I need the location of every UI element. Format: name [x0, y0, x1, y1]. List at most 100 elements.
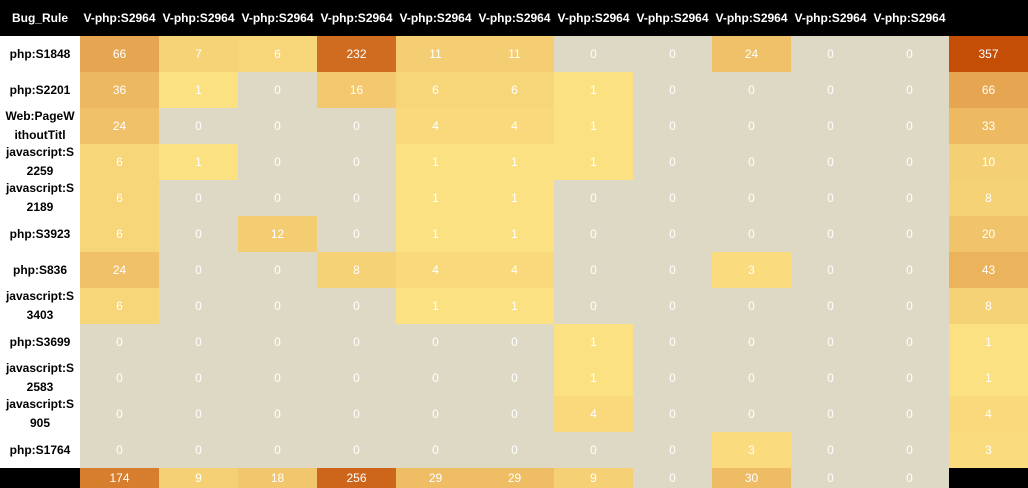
row-total-cell: 20	[949, 216, 1028, 252]
heatmap-cell: 0	[633, 108, 712, 144]
heatmap-cell: 8	[317, 252, 396, 288]
column-header: V-php:S2964	[557, 11, 630, 25]
heatmap-cell: 0	[791, 288, 870, 324]
heatmap-cell: 0	[791, 324, 870, 360]
heatmap-cell: 1	[396, 144, 475, 180]
row-label: php:S3923	[0, 216, 80, 252]
heatmap-cell: 0	[554, 180, 633, 216]
heatmap-cell: 0	[80, 360, 159, 396]
heatmap-cell: 0	[554, 36, 633, 72]
heatmap-cell: 0	[238, 252, 317, 288]
heatmap-cell: 0	[159, 360, 238, 396]
row-total-cell: 10	[949, 144, 1028, 180]
heatmap-cell: 0	[633, 36, 712, 72]
heatmap-cell: 0	[870, 324, 949, 360]
row-total-cell: 4	[949, 396, 1028, 432]
heatmap-cell: 7	[159, 36, 238, 72]
heatmap-cell: 1	[475, 144, 554, 180]
heatmap-cell: 1	[159, 72, 238, 108]
row-label: php:S2201	[0, 72, 80, 108]
heatmap-cell: 0	[870, 396, 949, 432]
heatmap-cell: 0	[870, 288, 949, 324]
heatmap-cell: 0	[317, 360, 396, 396]
heatmap-cell: 0	[159, 180, 238, 216]
column-total-cell: 9	[554, 468, 633, 488]
heatmap-cell: 0	[712, 216, 791, 252]
heatmap-cell: 0	[554, 216, 633, 252]
heatmap-cell: 0	[791, 108, 870, 144]
row-total-cell: 3	[949, 432, 1028, 468]
heatmap-cell: 0	[633, 72, 712, 108]
heatmap-cell: 0	[712, 72, 791, 108]
heatmap-cell: 6	[475, 72, 554, 108]
heatmap-cell: 1	[396, 288, 475, 324]
column-header: V-php:S2964	[399, 11, 472, 25]
column-header: V-php:S2964	[873, 11, 946, 25]
heatmap-cell: 36	[80, 72, 159, 108]
heatmap-cell: 0	[870, 360, 949, 396]
heatmap-cell: 0	[554, 432, 633, 468]
heatmap-cell: 0	[791, 72, 870, 108]
heatmap-cell: 0	[712, 324, 791, 360]
heatmap-cell: 0	[791, 36, 870, 72]
heatmap-cell: 0	[159, 396, 238, 432]
heatmap-cell: 0	[396, 360, 475, 396]
heatmap-cell: 0	[80, 396, 159, 432]
row-label: Web:PageWithoutTitl	[0, 108, 80, 144]
heatmap-cell: 3	[712, 432, 791, 468]
heatmap-cell: 0	[238, 180, 317, 216]
row-label: php:S1764	[0, 432, 80, 468]
heatmap-cell: 0	[870, 72, 949, 108]
heatmap-cell: 0	[159, 324, 238, 360]
heatmap-cell: 0	[712, 108, 791, 144]
heatmap-cell: 24	[80, 108, 159, 144]
column-total-cell: 30	[712, 468, 791, 488]
heatmap-cell: 0	[475, 432, 554, 468]
column-total-cell: 0	[791, 468, 870, 488]
heatmap-cell: 0	[317, 108, 396, 144]
heatmap-cell: 0	[238, 108, 317, 144]
heatmap-cell: 6	[80, 180, 159, 216]
column-total-cell: 0	[633, 468, 712, 488]
row-label: php:S836	[0, 252, 80, 288]
heatmap-cell: 6	[80, 216, 159, 252]
heatmap-cell: 66	[80, 36, 159, 72]
heatmap-cell: 0	[159, 252, 238, 288]
heatmap-cell: 0	[475, 396, 554, 432]
heatmap-cell: 0	[238, 72, 317, 108]
heatmap-cell: 11	[396, 36, 475, 72]
heatmap-cell: 0	[870, 216, 949, 252]
column-header: V-php:S2964	[794, 11, 867, 25]
heatmap-cell: 0	[633, 216, 712, 252]
row-total-cell: 1	[949, 324, 1028, 360]
heatmap-cell: 16	[317, 72, 396, 108]
heatmap-cell: 1	[554, 108, 633, 144]
column-total-cell: 256	[317, 468, 396, 488]
heatmap-cell: 0	[317, 216, 396, 252]
heatmap-cell: 24	[712, 36, 791, 72]
heatmap-cell: 0	[712, 144, 791, 180]
heatmap-cell: 4	[475, 252, 554, 288]
heatmap-cell: 1	[475, 216, 554, 252]
heatmap-cell: 1	[396, 216, 475, 252]
heatmap-cell: 232	[317, 36, 396, 72]
heatmap-cell: 0	[159, 432, 238, 468]
column-header: V-php:S2964	[478, 11, 551, 25]
heatmap-cell: 0	[633, 252, 712, 288]
heatmap-cell: 0	[791, 432, 870, 468]
column-header: V-php:S2964	[241, 11, 314, 25]
heatmap-cell: 0	[396, 324, 475, 360]
column-total-cell: 29	[475, 468, 554, 488]
heatmap-cell: 0	[712, 180, 791, 216]
corner-label: Bug_Rule	[11, 11, 68, 25]
heatmap-cell: 1	[554, 144, 633, 180]
heatmap-cell: 0	[159, 108, 238, 144]
heatmap-cell: 1	[159, 144, 238, 180]
heatmap-cell: 0	[238, 432, 317, 468]
heatmap-cell: 0	[159, 216, 238, 252]
column-total-cell: 174	[80, 468, 159, 488]
heatmap-cell: 0	[633, 144, 712, 180]
heatmap-cell: 0	[80, 324, 159, 360]
heatmap-cell: 0	[870, 36, 949, 72]
